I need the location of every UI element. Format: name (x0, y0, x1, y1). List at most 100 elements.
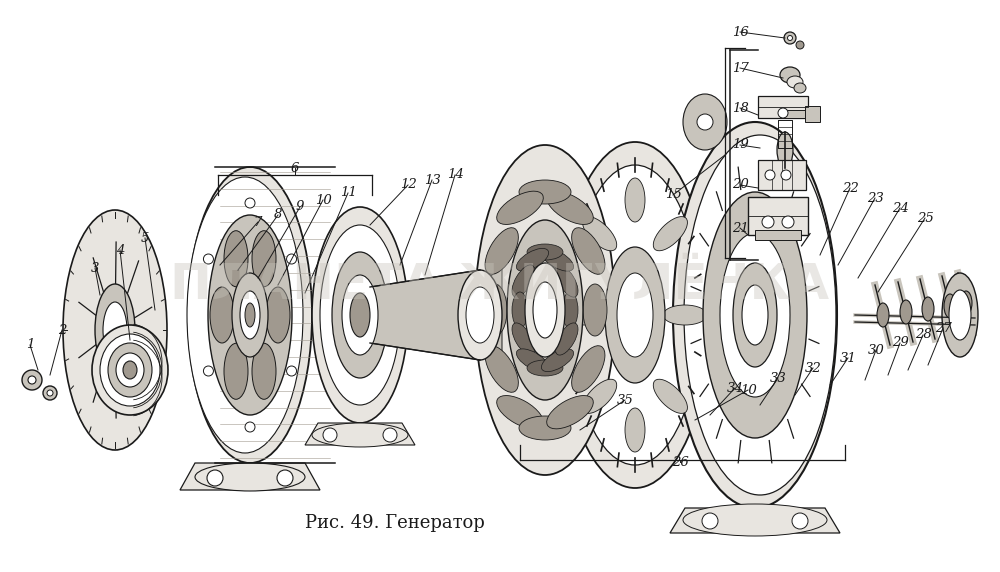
Ellipse shape (570, 165, 700, 465)
Ellipse shape (533, 282, 557, 338)
Ellipse shape (625, 178, 645, 222)
Circle shape (245, 198, 255, 208)
Circle shape (203, 366, 213, 376)
Ellipse shape (252, 231, 276, 287)
Text: 14: 14 (447, 169, 463, 181)
Text: 20: 20 (732, 178, 748, 192)
Circle shape (287, 254, 297, 264)
Ellipse shape (312, 207, 408, 423)
Text: 25: 25 (917, 212, 933, 224)
Text: 30: 30 (868, 344, 884, 356)
Ellipse shape (507, 220, 583, 400)
Text: 28: 28 (915, 328, 931, 341)
Circle shape (765, 170, 775, 180)
Ellipse shape (342, 275, 378, 355)
Ellipse shape (519, 180, 571, 204)
Text: 7: 7 (254, 216, 262, 228)
Ellipse shape (123, 361, 137, 379)
Circle shape (323, 428, 337, 442)
Bar (758, 96, 808, 118)
Ellipse shape (583, 217, 617, 251)
Ellipse shape (466, 287, 494, 343)
Ellipse shape (245, 303, 255, 327)
Text: 16: 16 (732, 26, 748, 38)
Ellipse shape (95, 284, 135, 376)
Ellipse shape (92, 325, 168, 415)
Ellipse shape (63, 210, 167, 450)
Ellipse shape (787, 76, 803, 88)
Bar (778, 120, 792, 148)
Text: ПЛАНЕТА ЖИГУЛЁНКА: ПЛАНЕТА ЖИГУЛЁНКА (170, 261, 830, 309)
Text: 35: 35 (617, 394, 633, 407)
Ellipse shape (733, 263, 777, 367)
Circle shape (203, 254, 213, 264)
Ellipse shape (103, 302, 127, 358)
Ellipse shape (625, 408, 645, 452)
Ellipse shape (563, 305, 607, 325)
Polygon shape (305, 423, 415, 445)
Ellipse shape (572, 345, 605, 392)
Circle shape (277, 470, 293, 486)
Ellipse shape (485, 345, 518, 392)
Text: 27: 27 (935, 321, 951, 335)
Ellipse shape (683, 504, 827, 536)
Ellipse shape (720, 233, 790, 397)
Text: 1: 1 (26, 339, 34, 352)
Ellipse shape (555, 323, 578, 355)
Bar (748, 197, 808, 235)
Circle shape (702, 513, 718, 529)
Circle shape (784, 32, 796, 44)
Ellipse shape (108, 343, 152, 397)
Circle shape (207, 470, 223, 486)
Ellipse shape (944, 294, 956, 318)
Ellipse shape (210, 287, 234, 343)
Ellipse shape (555, 265, 578, 297)
Text: 9: 9 (296, 201, 304, 213)
Ellipse shape (512, 323, 535, 355)
Polygon shape (180, 463, 320, 490)
Ellipse shape (960, 291, 972, 315)
Ellipse shape (949, 290, 971, 340)
Text: 17: 17 (732, 62, 748, 74)
Ellipse shape (512, 292, 528, 328)
Ellipse shape (187, 177, 303, 453)
Ellipse shape (252, 343, 276, 399)
Ellipse shape (583, 284, 607, 336)
Circle shape (22, 370, 42, 390)
Ellipse shape (224, 231, 248, 287)
Circle shape (43, 386, 57, 400)
Text: 23: 23 (867, 192, 883, 205)
Ellipse shape (188, 167, 312, 463)
Ellipse shape (572, 228, 605, 275)
Ellipse shape (519, 416, 571, 440)
Text: 10: 10 (315, 193, 331, 206)
Text: 34: 34 (727, 382, 743, 395)
Ellipse shape (527, 244, 563, 260)
Ellipse shape (516, 248, 549, 271)
Ellipse shape (673, 122, 837, 508)
Ellipse shape (547, 191, 593, 224)
Polygon shape (670, 508, 840, 533)
Ellipse shape (683, 94, 727, 150)
Ellipse shape (312, 423, 408, 447)
Text: 6: 6 (291, 161, 299, 174)
Circle shape (788, 35, 792, 41)
Ellipse shape (703, 192, 807, 438)
Text: 19: 19 (732, 138, 748, 152)
Text: 22: 22 (842, 181, 858, 194)
Circle shape (245, 422, 255, 432)
Ellipse shape (583, 379, 617, 414)
Ellipse shape (224, 343, 248, 399)
Bar (805, 106, 820, 122)
Bar (758, 160, 806, 190)
Text: 26: 26 (672, 455, 688, 468)
Circle shape (781, 170, 791, 180)
Ellipse shape (116, 353, 144, 387)
Bar (755, 230, 801, 240)
Circle shape (383, 428, 397, 442)
Text: 21: 21 (732, 221, 748, 235)
Circle shape (697, 114, 713, 130)
Text: 10: 10 (740, 383, 756, 396)
Ellipse shape (208, 215, 292, 415)
Polygon shape (475, 265, 502, 355)
